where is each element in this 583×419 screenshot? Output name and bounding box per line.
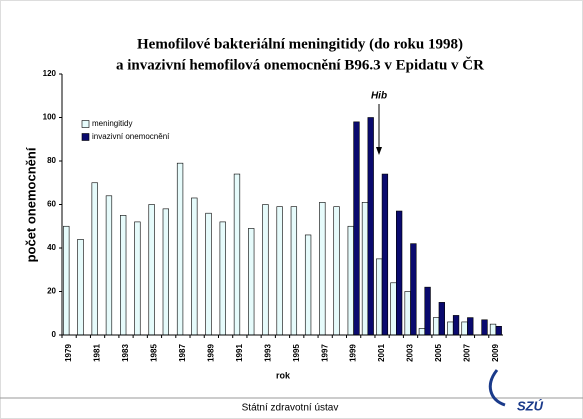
- x-tick-label: 2009: [491, 344, 500, 362]
- chart-title: Hemofilové bakteriální meningitidy (do r…: [137, 36, 463, 52]
- legend-label: meningitidy: [92, 119, 132, 128]
- bar: [481, 319, 488, 336]
- legend-swatch: [81, 120, 90, 128]
- bar: [467, 317, 474, 336]
- bar: [105, 195, 113, 336]
- bar: [91, 182, 98, 336]
- bar: [404, 291, 411, 336]
- y-tick-label: 0: [52, 330, 57, 339]
- bar: [452, 315, 460, 336]
- logo: SZÚ: [517, 398, 544, 413]
- bar: [410, 243, 417, 336]
- bar: [424, 286, 431, 336]
- bar: [290, 206, 298, 336]
- bar: [191, 197, 198, 336]
- logo-swoosh: [488, 369, 506, 407]
- bar: [432, 317, 440, 336]
- x-tick-label: 1995: [292, 344, 301, 362]
- bar: [162, 208, 169, 336]
- x-tick-label: 1999: [349, 344, 358, 362]
- bar: [495, 325, 502, 336]
- x-tick-label: 1989: [206, 344, 215, 362]
- bar: [148, 204, 155, 336]
- bar: [396, 210, 403, 336]
- legend-swatch: [81, 133, 90, 141]
- y-tick-label: 100: [43, 113, 57, 122]
- x-tick-label: 1983: [121, 344, 130, 362]
- bar: [176, 162, 184, 336]
- x-tick-label: 2007: [463, 344, 472, 362]
- bar: [353, 121, 360, 336]
- bar: [77, 239, 84, 336]
- bar: [489, 323, 497, 336]
- bar: [205, 212, 212, 336]
- bar: [219, 221, 226, 336]
- y-tick-label: 60: [47, 200, 56, 209]
- bar: [233, 173, 241, 336]
- x-tick-label: 1981: [93, 344, 102, 362]
- chart-subtitle: a invazivní hemofilová onemocnění B96.3 …: [116, 56, 484, 73]
- bar: [333, 206, 340, 336]
- x-tick-label: 2005: [434, 344, 443, 362]
- x-tick-label: 1987: [178, 344, 187, 362]
- bar: [319, 202, 326, 336]
- x-tick-label: 2003: [406, 344, 415, 362]
- bar: [347, 225, 354, 336]
- x-axis-label: rok: [276, 370, 291, 380]
- annotation: Hib: [371, 91, 387, 102]
- bar: [390, 282, 397, 336]
- bar: [120, 215, 127, 336]
- x-tick-label: 1979: [64, 344, 73, 362]
- x-tick-label: 1985: [150, 344, 159, 362]
- bar: [262, 204, 269, 336]
- x-tick-label: 2001: [377, 344, 386, 362]
- bar: [361, 202, 369, 336]
- y-tick-label: 120: [43, 69, 57, 78]
- y-tick-label: 80: [47, 156, 56, 165]
- y-tick-label: 20: [47, 287, 56, 296]
- bar: [276, 206, 283, 336]
- bar: [381, 173, 389, 336]
- x-tick-label: 1997: [320, 344, 329, 362]
- bar: [367, 117, 374, 336]
- bar: [248, 228, 255, 336]
- legend-label: invazivní onemocnění: [92, 132, 170, 141]
- footer: Státní zdravotní ústav: [242, 403, 339, 414]
- bar: [376, 258, 383, 336]
- bar: [461, 321, 468, 336]
- annotation-arrowhead: [376, 147, 382, 155]
- x-tick-label: 1991: [235, 344, 244, 362]
- bar: [418, 328, 426, 336]
- y-axis-label: počet onemocnění: [23, 147, 38, 262]
- bar: [63, 225, 70, 336]
- y-tick-label: 40: [47, 243, 56, 252]
- bar: [304, 234, 312, 336]
- x-tick-label: 1993: [263, 344, 272, 362]
- bar: [134, 221, 141, 336]
- bar: [438, 302, 445, 336]
- bar: [447, 321, 454, 336]
